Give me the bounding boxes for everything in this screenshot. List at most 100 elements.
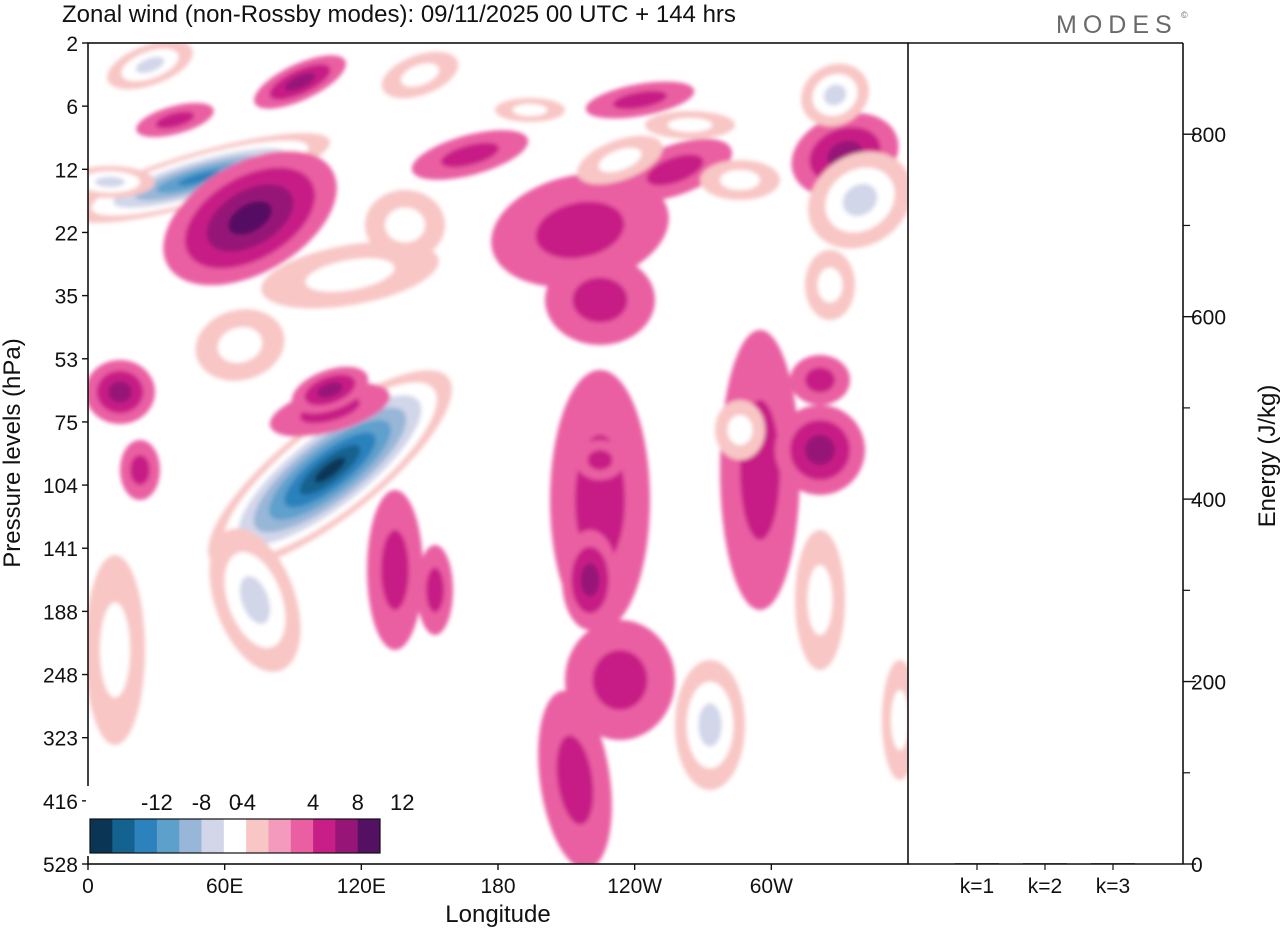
- y-axis: 2 6 12 22 35 53 75 104 141 188 248 323 416 528: [43, 33, 88, 877]
- contour-band: [720, 170, 760, 190]
- energy-category-label: k=1: [960, 875, 994, 898]
- contour-band: [317, 382, 343, 398]
- contour-band: [842, 183, 878, 217]
- chart-title: Zonal wind (non-Rossby modes): 09/11/202…: [62, 1, 736, 28]
- energy-category-label: k=2: [1028, 875, 1062, 898]
- colorbar-label: -8: [192, 790, 212, 815]
- y-tick-label: 75: [55, 412, 78, 435]
- contour-band: [612, 90, 668, 110]
- x-axis-label: Longitude: [445, 901, 550, 928]
- contour-band: [512, 104, 548, 116]
- colorbar-swatch: [335, 819, 358, 853]
- energy-tick-label: 400: [1191, 489, 1226, 512]
- contour-field: [88, 43, 908, 864]
- contour-band: [817, 267, 843, 303]
- y-tick-label: 53: [55, 349, 78, 372]
- y-tick-label: 323: [43, 728, 78, 751]
- contour-band: [807, 565, 833, 635]
- colorbar-swatch: [313, 819, 336, 853]
- energy-category-label: k=3: [1096, 875, 1130, 898]
- colorbar-swatch: [268, 819, 292, 853]
- colorbar-swatch: [223, 819, 247, 853]
- colorbar-swatch: [246, 819, 269, 853]
- brand-logo: MODES: [1056, 11, 1178, 39]
- contour-band: [556, 735, 594, 825]
- x-tick-label: 60W: [750, 875, 793, 898]
- contour-band: [130, 455, 150, 485]
- x-tick-label: 60E: [206, 875, 243, 898]
- contour-band: [155, 111, 195, 129]
- x-tick-label: 120W: [607, 875, 662, 898]
- y-tick-label: 141: [43, 538, 78, 561]
- colorbar-swatch: [90, 819, 113, 853]
- contour-band: [667, 118, 713, 132]
- colorbar: -12 -8 -40 4 8 12: [86, 786, 415, 856]
- contour-band: [284, 73, 316, 91]
- y-tick-label: 6: [66, 96, 78, 119]
- x-axis: 0 60E 120E 180 120W 60W: [82, 864, 793, 898]
- colorbar-label: 12: [390, 790, 414, 815]
- contour-band: [587, 450, 613, 470]
- colorbar-label: 4: [307, 790, 319, 815]
- energy-bar: [955, 863, 999, 865]
- energy-bar: [1091, 863, 1135, 865]
- colorbar-swatch: [156, 819, 180, 853]
- energy-bar: [1023, 863, 1067, 865]
- contour-band: [823, 84, 847, 106]
- colorbar-swatch: [201, 819, 225, 853]
- contour-band: [305, 258, 395, 292]
- y-tick-label: 188: [43, 601, 78, 624]
- colorbar-label: 0: [229, 790, 241, 815]
- contour-band: [598, 147, 642, 173]
- energy-tick-label: 0: [1191, 854, 1203, 877]
- contour-band: [891, 690, 908, 750]
- energy-tick-label: 800: [1191, 124, 1226, 147]
- contour-band: [426, 567, 444, 613]
- x-tick-label: 0: [82, 875, 94, 898]
- contour-band: [314, 457, 346, 483]
- contour-band: [95, 176, 125, 188]
- x-tick-label: 180: [480, 875, 515, 898]
- contour-band: [572, 277, 628, 323]
- contour-band: [535, 201, 625, 259]
- colorbar-label: -12: [141, 790, 173, 815]
- y-tick-label: 416: [43, 791, 78, 814]
- colorbar-label: -4: [236, 790, 256, 815]
- y-tick-label: 35: [55, 286, 78, 309]
- y-tick-label: 22: [55, 222, 78, 245]
- contour-band: [178, 170, 222, 186]
- energy-panel: k=1 k=2 k=3 0 200 400 600 800: [908, 42, 1226, 898]
- colorbar-swatch: [112, 819, 135, 853]
- y-axis-label: Pressure levels (hPa): [0, 338, 26, 567]
- brand-mark: ©: [1181, 10, 1188, 20]
- y-tick-label: 2: [66, 33, 78, 56]
- contour-band: [108, 381, 132, 403]
- contour-band: [228, 201, 272, 235]
- contour-band: [805, 367, 835, 393]
- colorbar-swatch: [357, 819, 381, 853]
- colorbar-swatch: [290, 819, 314, 853]
- contour-band: [805, 435, 835, 465]
- energy-tick-label: 600: [1191, 307, 1226, 330]
- y-tick-label: 12: [55, 159, 78, 182]
- contour-band: [580, 563, 600, 597]
- contour-band: [698, 703, 722, 747]
- colorbar-swatch: [179, 819, 202, 853]
- colorbar-swatch: [134, 819, 158, 853]
- x-tick-label: 120E: [337, 875, 386, 898]
- heatmap-plot: [87, 42, 909, 865]
- energy-axis-label: Energy (J/kg): [1254, 385, 1280, 528]
- contour-band: [217, 327, 263, 363]
- contour-band: [135, 56, 165, 74]
- contour-band: [440, 142, 500, 168]
- y-tick-label: 528: [43, 854, 78, 877]
- contour-band: [239, 576, 271, 624]
- y-tick-label: 104: [43, 475, 78, 498]
- y-tick-label: 248: [43, 665, 78, 688]
- colorbar-label: 8: [352, 790, 364, 815]
- contour-band: [727, 415, 753, 445]
- contour-band: [385, 207, 425, 243]
- colorbar-frame: [89, 818, 381, 854]
- contour-band: [100, 602, 130, 698]
